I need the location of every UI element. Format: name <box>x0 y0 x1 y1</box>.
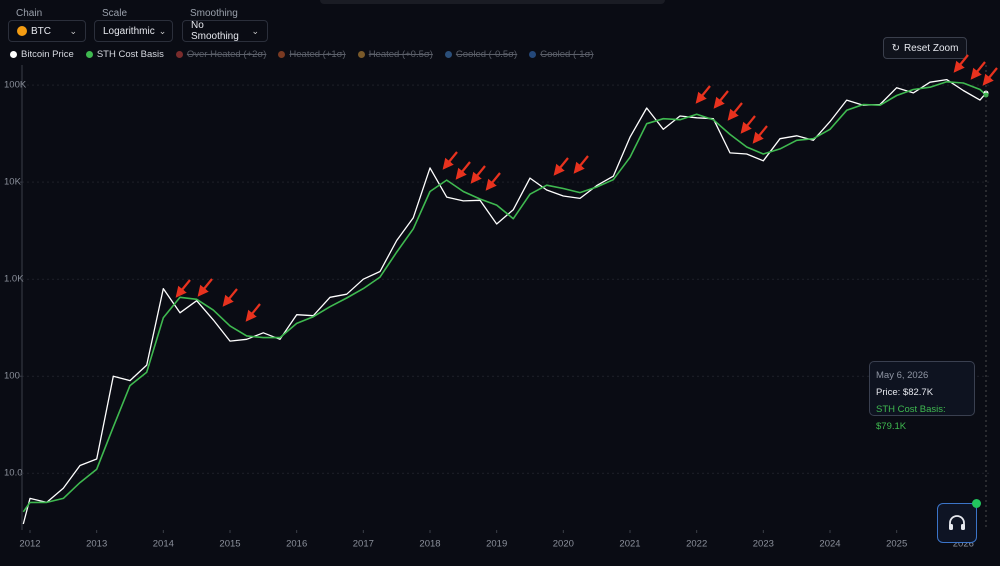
tooltip-price: Price: $82.7K <box>876 387 934 398</box>
support-button[interactable] <box>937 499 981 543</box>
legend-swatch <box>529 51 537 58</box>
annotation-arrow <box>442 151 458 170</box>
legend-swatch <box>175 51 183 58</box>
annotation-arrow <box>485 172 501 191</box>
annotation-arrow <box>553 157 569 176</box>
annotation-arrow <box>982 67 998 86</box>
tooltip-sth: STH Cost Basis: $79.1K <box>876 404 946 432</box>
status-dot <box>972 499 981 508</box>
legend-label: Heated (+1σ) <box>289 49 346 60</box>
legend-label: Cooled (-0.5σ) <box>455 49 518 60</box>
x-tick-label: 2025 <box>886 539 907 550</box>
annotation-arrow <box>740 115 756 134</box>
chevron: ⌄ <box>251 25 259 36</box>
annotation-arrow <box>245 303 261 322</box>
coin-icon <box>17 26 27 36</box>
dropdown-value: Logarithmic <box>103 25 155 37</box>
headset-icon <box>949 515 965 530</box>
x-tick-label: 2024 <box>819 539 840 550</box>
legend-item[interactable]: Over Heated (+2σ) <box>175 49 267 60</box>
control-label: Chain <box>16 8 43 19</box>
legend-swatch <box>357 51 365 58</box>
x-tick-label: 2013 <box>86 539 107 550</box>
legend-label: Bitcoin Price <box>21 49 74 60</box>
dropdown-value: No Smoothing <box>191 20 239 42</box>
x-tick-label: 2020 <box>553 539 574 550</box>
reset-icon: ↻ <box>891 42 900 54</box>
control-label: Smoothing <box>190 8 238 19</box>
x-tick-label: 2017 <box>353 539 374 550</box>
annotation-arrow <box>752 125 768 144</box>
annotation-arrow <box>695 85 711 104</box>
y-tick-label: 10.0 <box>4 468 23 479</box>
legend-swatch <box>10 51 17 58</box>
x-tick-label: 2012 <box>19 539 40 550</box>
dropdown[interactable]: BTC ⌄ <box>8 20 86 42</box>
series-line <box>22 81 987 513</box>
legend-swatch <box>85 51 93 58</box>
annotation-arrow <box>175 279 191 298</box>
control-label: Scale <box>102 8 128 19</box>
legend-label: Cooled (-1σ) <box>540 49 594 60</box>
y-tick-label: 1.0K <box>4 274 24 285</box>
x-tick-label: 2021 <box>619 539 640 550</box>
legend: Bitcoin Price STH Cost Basis Over Heated (… <box>10 49 594 60</box>
dropdown-value: BTC <box>31 25 51 37</box>
annotation-arrow <box>197 278 213 297</box>
annotation-arrow <box>573 155 589 174</box>
x-tick-label: 2022 <box>686 539 707 550</box>
chain-control[interactable]: Chain BTC ⌄ <box>8 8 86 42</box>
annotation-arrow <box>455 161 471 180</box>
annotation-arrow <box>953 54 969 73</box>
chevron: ⌄ <box>69 25 77 36</box>
tooltip-date: May 6, 2026 <box>876 370 929 381</box>
x-tick-label: 2015 <box>219 539 240 550</box>
button-label: Reset Zoom <box>903 42 959 54</box>
x-tick-label: 2019 <box>486 539 507 550</box>
legend-item[interactable]: Cooled (-0.5σ) <box>444 49 518 60</box>
legend-label: STH Cost Basis <box>96 49 164 60</box>
y-tick-label: 100K <box>4 80 27 91</box>
legend-item[interactable]: STH Cost Basis <box>85 49 164 60</box>
smoothing-control[interactable]: Smoothing No Smoothing ⌄ <box>182 8 268 42</box>
legend-label: Heated (+0.5σ) <box>368 49 433 60</box>
annotation-arrow <box>970 61 986 80</box>
top-bar <box>320 0 665 4</box>
x-tick-label: 2016 <box>286 539 307 550</box>
y-tick-label: 100 <box>4 371 20 382</box>
annotation-arrow <box>727 102 743 121</box>
annotation-arrow <box>222 288 238 307</box>
legend-item[interactable]: Bitcoin Price <box>10 49 74 60</box>
reset-zoom-button[interactable]: ↻ Reset Zoom <box>883 37 967 59</box>
annotation-arrow <box>470 165 486 184</box>
scale-control[interactable]: Scale Logarithmic ⌄ <box>94 8 173 42</box>
dropdown[interactable]: No Smoothing ⌄ <box>182 20 268 42</box>
dropdown[interactable]: Logarithmic ⌄ <box>94 20 173 42</box>
x-tick-label: 2023 <box>753 539 774 550</box>
legend-item[interactable]: Cooled (-1σ) <box>529 49 594 60</box>
legend-swatch <box>278 51 286 58</box>
legend-label: Over Heated (+2σ) <box>186 49 267 60</box>
x-tick-label: 2018 <box>419 539 440 550</box>
annotation-arrow <box>713 90 729 109</box>
series-line <box>22 78 987 525</box>
tooltip: May 6, 2026 Price: $82.7K STH Cost Basis… <box>869 361 975 432</box>
legend-item[interactable]: Heated (+1σ) <box>278 49 346 60</box>
chevron: ⌄ <box>158 25 167 36</box>
x-tick-label: 2014 <box>153 539 174 550</box>
x-tick-label: 2026 <box>953 539 974 550</box>
legend-item[interactable]: Heated (+0.5σ) <box>357 49 433 60</box>
y-tick-label: 10K <box>4 177 22 188</box>
hover-point <box>983 92 989 98</box>
legend-swatch <box>444 51 452 58</box>
